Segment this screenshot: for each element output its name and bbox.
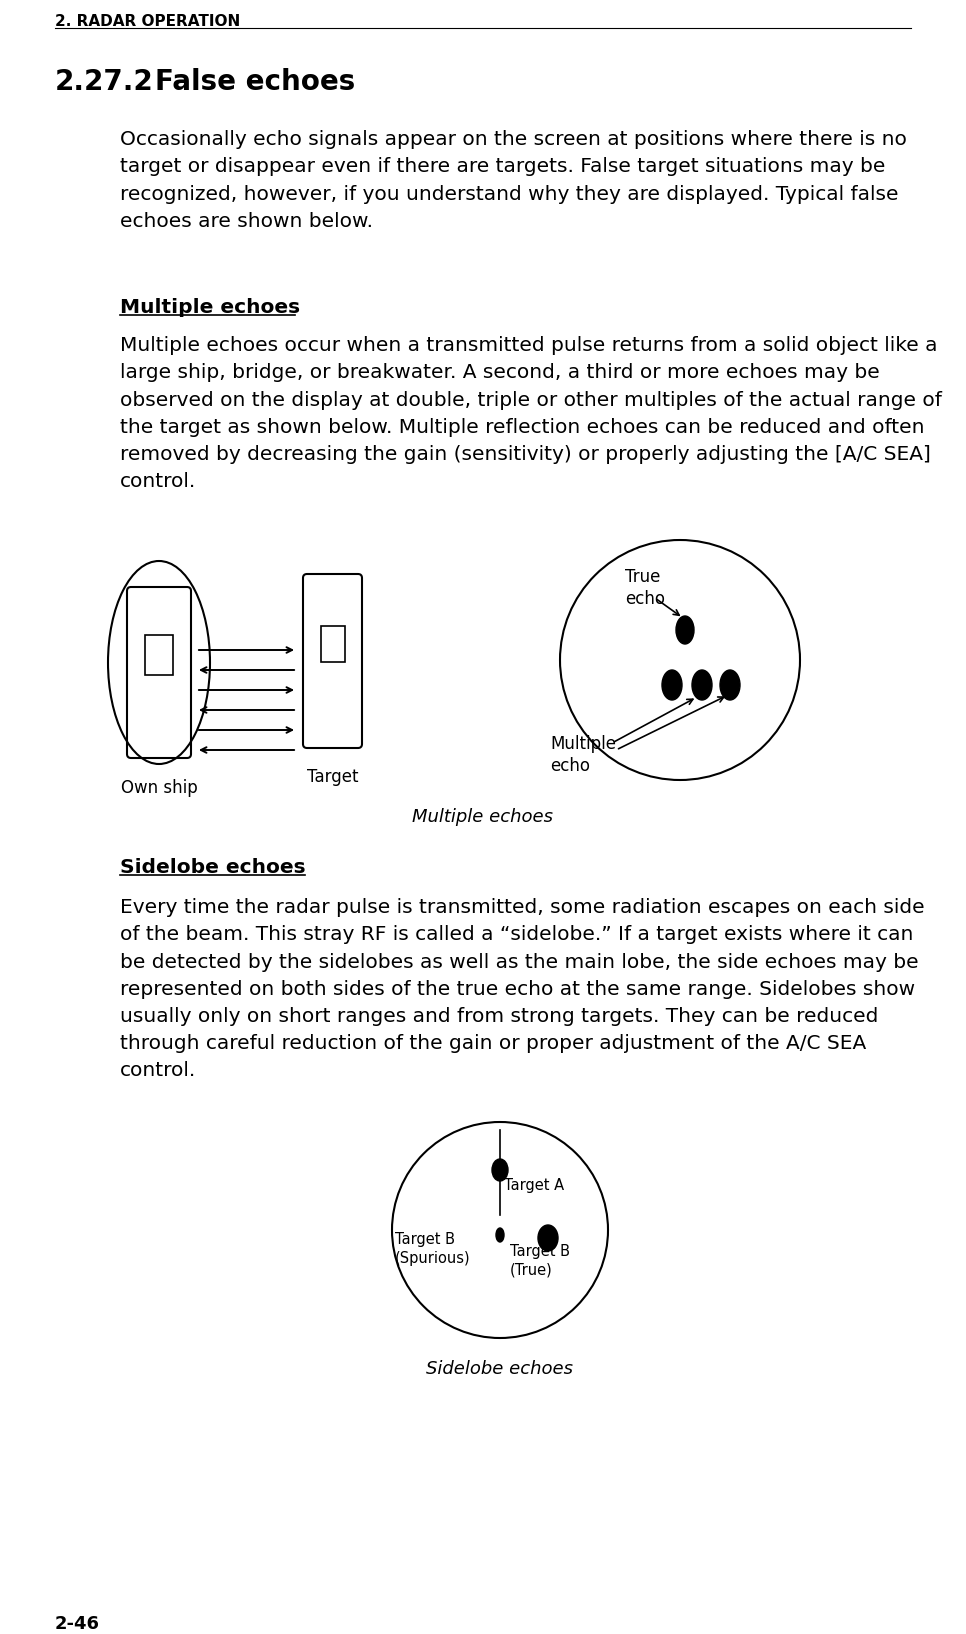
Text: Own ship: Own ship: [121, 779, 197, 797]
FancyBboxPatch shape: [127, 587, 191, 758]
Circle shape: [392, 1123, 608, 1338]
Text: Target B
(Spurious): Target B (Spurious): [395, 1232, 470, 1266]
Text: False echoes: False echoes: [155, 69, 355, 96]
Text: Occasionally echo signals appear on the screen at positions where there is no
ta: Occasionally echo signals appear on the …: [120, 131, 907, 230]
Text: Sidelobe echoes: Sidelobe echoes: [427, 1359, 574, 1377]
Ellipse shape: [538, 1226, 558, 1252]
Ellipse shape: [492, 1159, 508, 1181]
Text: Target B
(True): Target B (True): [510, 1243, 570, 1278]
Text: Multiple echoes: Multiple echoes: [412, 807, 554, 827]
Bar: [145, 636, 173, 675]
Ellipse shape: [496, 1229, 504, 1242]
Text: Multiple
echo: Multiple echo: [550, 735, 616, 775]
FancyBboxPatch shape: [303, 574, 362, 748]
Text: Every time the radar pulse is transmitted, some radiation escapes on each side
o: Every time the radar pulse is transmitte…: [120, 899, 924, 1080]
Text: 2-46: 2-46: [55, 1614, 100, 1632]
Text: Target A: Target A: [504, 1178, 564, 1193]
Text: 2.27.2: 2.27.2: [55, 69, 154, 96]
Ellipse shape: [692, 670, 712, 699]
Text: Target: Target: [307, 768, 358, 786]
Text: True
echo: True echo: [625, 569, 665, 608]
Ellipse shape: [676, 616, 694, 644]
Text: 2. RADAR OPERATION: 2. RADAR OPERATION: [55, 15, 241, 29]
Bar: [321, 626, 345, 662]
Ellipse shape: [662, 670, 682, 699]
Text: Sidelobe echoes: Sidelobe echoes: [120, 858, 305, 877]
Circle shape: [560, 539, 800, 779]
Text: Multiple echoes: Multiple echoes: [120, 297, 300, 317]
Text: Multiple echoes occur when a transmitted pulse returns from a solid object like : Multiple echoes occur when a transmitted…: [120, 337, 942, 492]
Ellipse shape: [720, 670, 740, 699]
